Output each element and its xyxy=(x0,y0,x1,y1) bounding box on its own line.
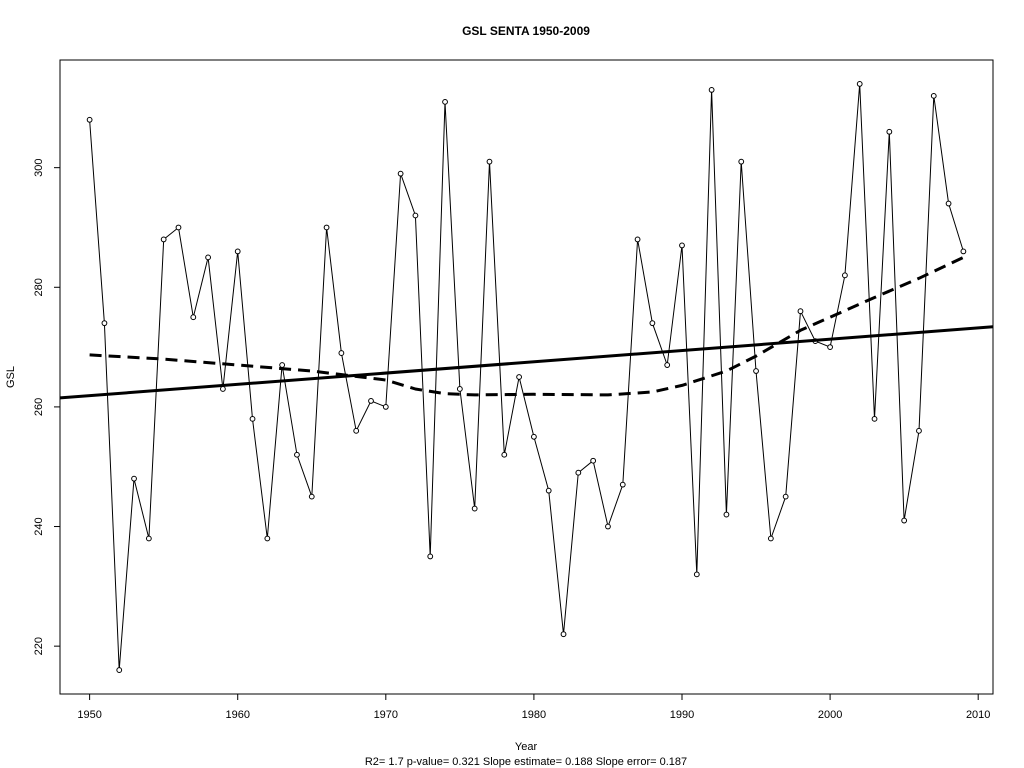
gsl-point-1952 xyxy=(116,667,123,673)
x-tick-label: 1980 xyxy=(522,709,546,721)
smooth-trend-line xyxy=(89,256,965,397)
plot-area xyxy=(60,81,993,673)
plot-frame xyxy=(59,59,994,695)
gsl-point-1968 xyxy=(353,427,360,434)
gsl-point-2002 xyxy=(856,81,863,87)
y-tick-label: 220 xyxy=(33,637,45,655)
gsl-point-1969 xyxy=(368,398,374,404)
gsl-point-1966 xyxy=(323,224,330,231)
gsl-point-1989 xyxy=(664,362,671,368)
gsl-point-1996 xyxy=(767,535,774,542)
x-tick-label: 1990 xyxy=(670,709,694,721)
series-layer xyxy=(60,81,993,673)
x-axis: 1950 1960 1970 1980 1990 2000 2010 xyxy=(77,694,990,721)
gsl-point-1995 xyxy=(753,368,759,374)
y-axis-title: GSL xyxy=(5,366,17,388)
gsl-point-1977 xyxy=(486,158,493,165)
gsl-point-1974 xyxy=(442,98,448,105)
gsl-point-1983 xyxy=(575,469,582,476)
y-tick-label: 280 xyxy=(33,278,45,296)
gsl-point-1967 xyxy=(338,350,345,356)
gsl-point-2007 xyxy=(930,92,937,99)
x-tick-label: 1950 xyxy=(77,709,101,721)
gsl-point-1992 xyxy=(708,87,715,93)
gsl-series-line xyxy=(89,83,964,671)
gsl-point-1985 xyxy=(605,523,611,530)
gsl-point-1957 xyxy=(190,314,197,321)
gsl-point-1960 xyxy=(234,248,241,255)
gsl-point-1986 xyxy=(619,481,626,488)
gsl-point-1955 xyxy=(160,236,167,243)
gsl-point-1972 xyxy=(412,212,419,219)
gsl-point-2001 xyxy=(842,272,848,279)
gsl-point-1988 xyxy=(649,320,656,327)
gsl-point-1980 xyxy=(531,433,537,440)
gsl-point-1994 xyxy=(738,158,745,165)
gsl-point-1990 xyxy=(679,242,685,249)
gsl-point-1984 xyxy=(590,457,597,464)
gsl-point-1962 xyxy=(264,535,271,542)
gsl-point-1975 xyxy=(456,386,463,392)
gsl-point-1973 xyxy=(427,553,434,560)
x-axis-title: Year xyxy=(515,741,538,753)
gsl-point-1997 xyxy=(782,493,789,500)
gsl-point-1963 xyxy=(279,362,286,368)
gsl-point-1951 xyxy=(101,320,108,327)
gsl-point-1959 xyxy=(220,386,226,392)
gsl-point-2000 xyxy=(827,344,833,350)
gsl-point-1979 xyxy=(516,374,522,380)
gsl-point-1958 xyxy=(205,254,211,261)
x-tick-label: 1970 xyxy=(374,709,398,721)
y-axis: 220 240 260 280 300 xyxy=(33,158,60,655)
gsl-point-1993 xyxy=(723,511,730,518)
gsl-point-1991 xyxy=(693,571,700,578)
linear-trend-line xyxy=(60,325,993,400)
gsl-point-1954 xyxy=(145,535,152,542)
gsl-point-2008 xyxy=(945,200,952,207)
gsl-point-2009 xyxy=(960,248,967,255)
gsl-point-1970 xyxy=(382,404,389,410)
gsl-point-1971 xyxy=(397,170,404,177)
gsl-point-1998 xyxy=(797,308,804,315)
chart-title: GSL SENTA 1950-2009 xyxy=(462,24,590,38)
x-tick-label: 2010 xyxy=(966,709,990,721)
gsl-point-2003 xyxy=(871,415,878,422)
gsl-point-1953 xyxy=(131,475,137,482)
gsl-point-2006 xyxy=(916,427,922,434)
gsl-point-1976 xyxy=(471,505,478,512)
y-tick-label: 260 xyxy=(33,398,45,416)
gsl-point-2004 xyxy=(886,128,893,135)
y-tick-label: 240 xyxy=(33,517,45,535)
y-tick-label: 300 xyxy=(33,158,45,176)
stats-subtitle: R2= 1.7 p-value= 0.321 Slope estimate= 0… xyxy=(365,756,687,768)
gsl-point-2005 xyxy=(901,517,908,524)
gsl-point-1965 xyxy=(308,493,315,500)
gsl-point-1961 xyxy=(249,415,256,422)
gsl-point-1956 xyxy=(175,224,182,231)
gsl-point-1981 xyxy=(545,487,552,494)
gsl-point-1964 xyxy=(294,451,300,458)
x-tick-label: 2000 xyxy=(818,709,842,721)
gsl-point-1950 xyxy=(86,116,93,123)
gsl-point-1982 xyxy=(560,631,567,638)
gsl-point-1978 xyxy=(501,451,508,458)
gsl-point-1987 xyxy=(634,236,641,243)
x-tick-label: 1960 xyxy=(225,709,249,721)
